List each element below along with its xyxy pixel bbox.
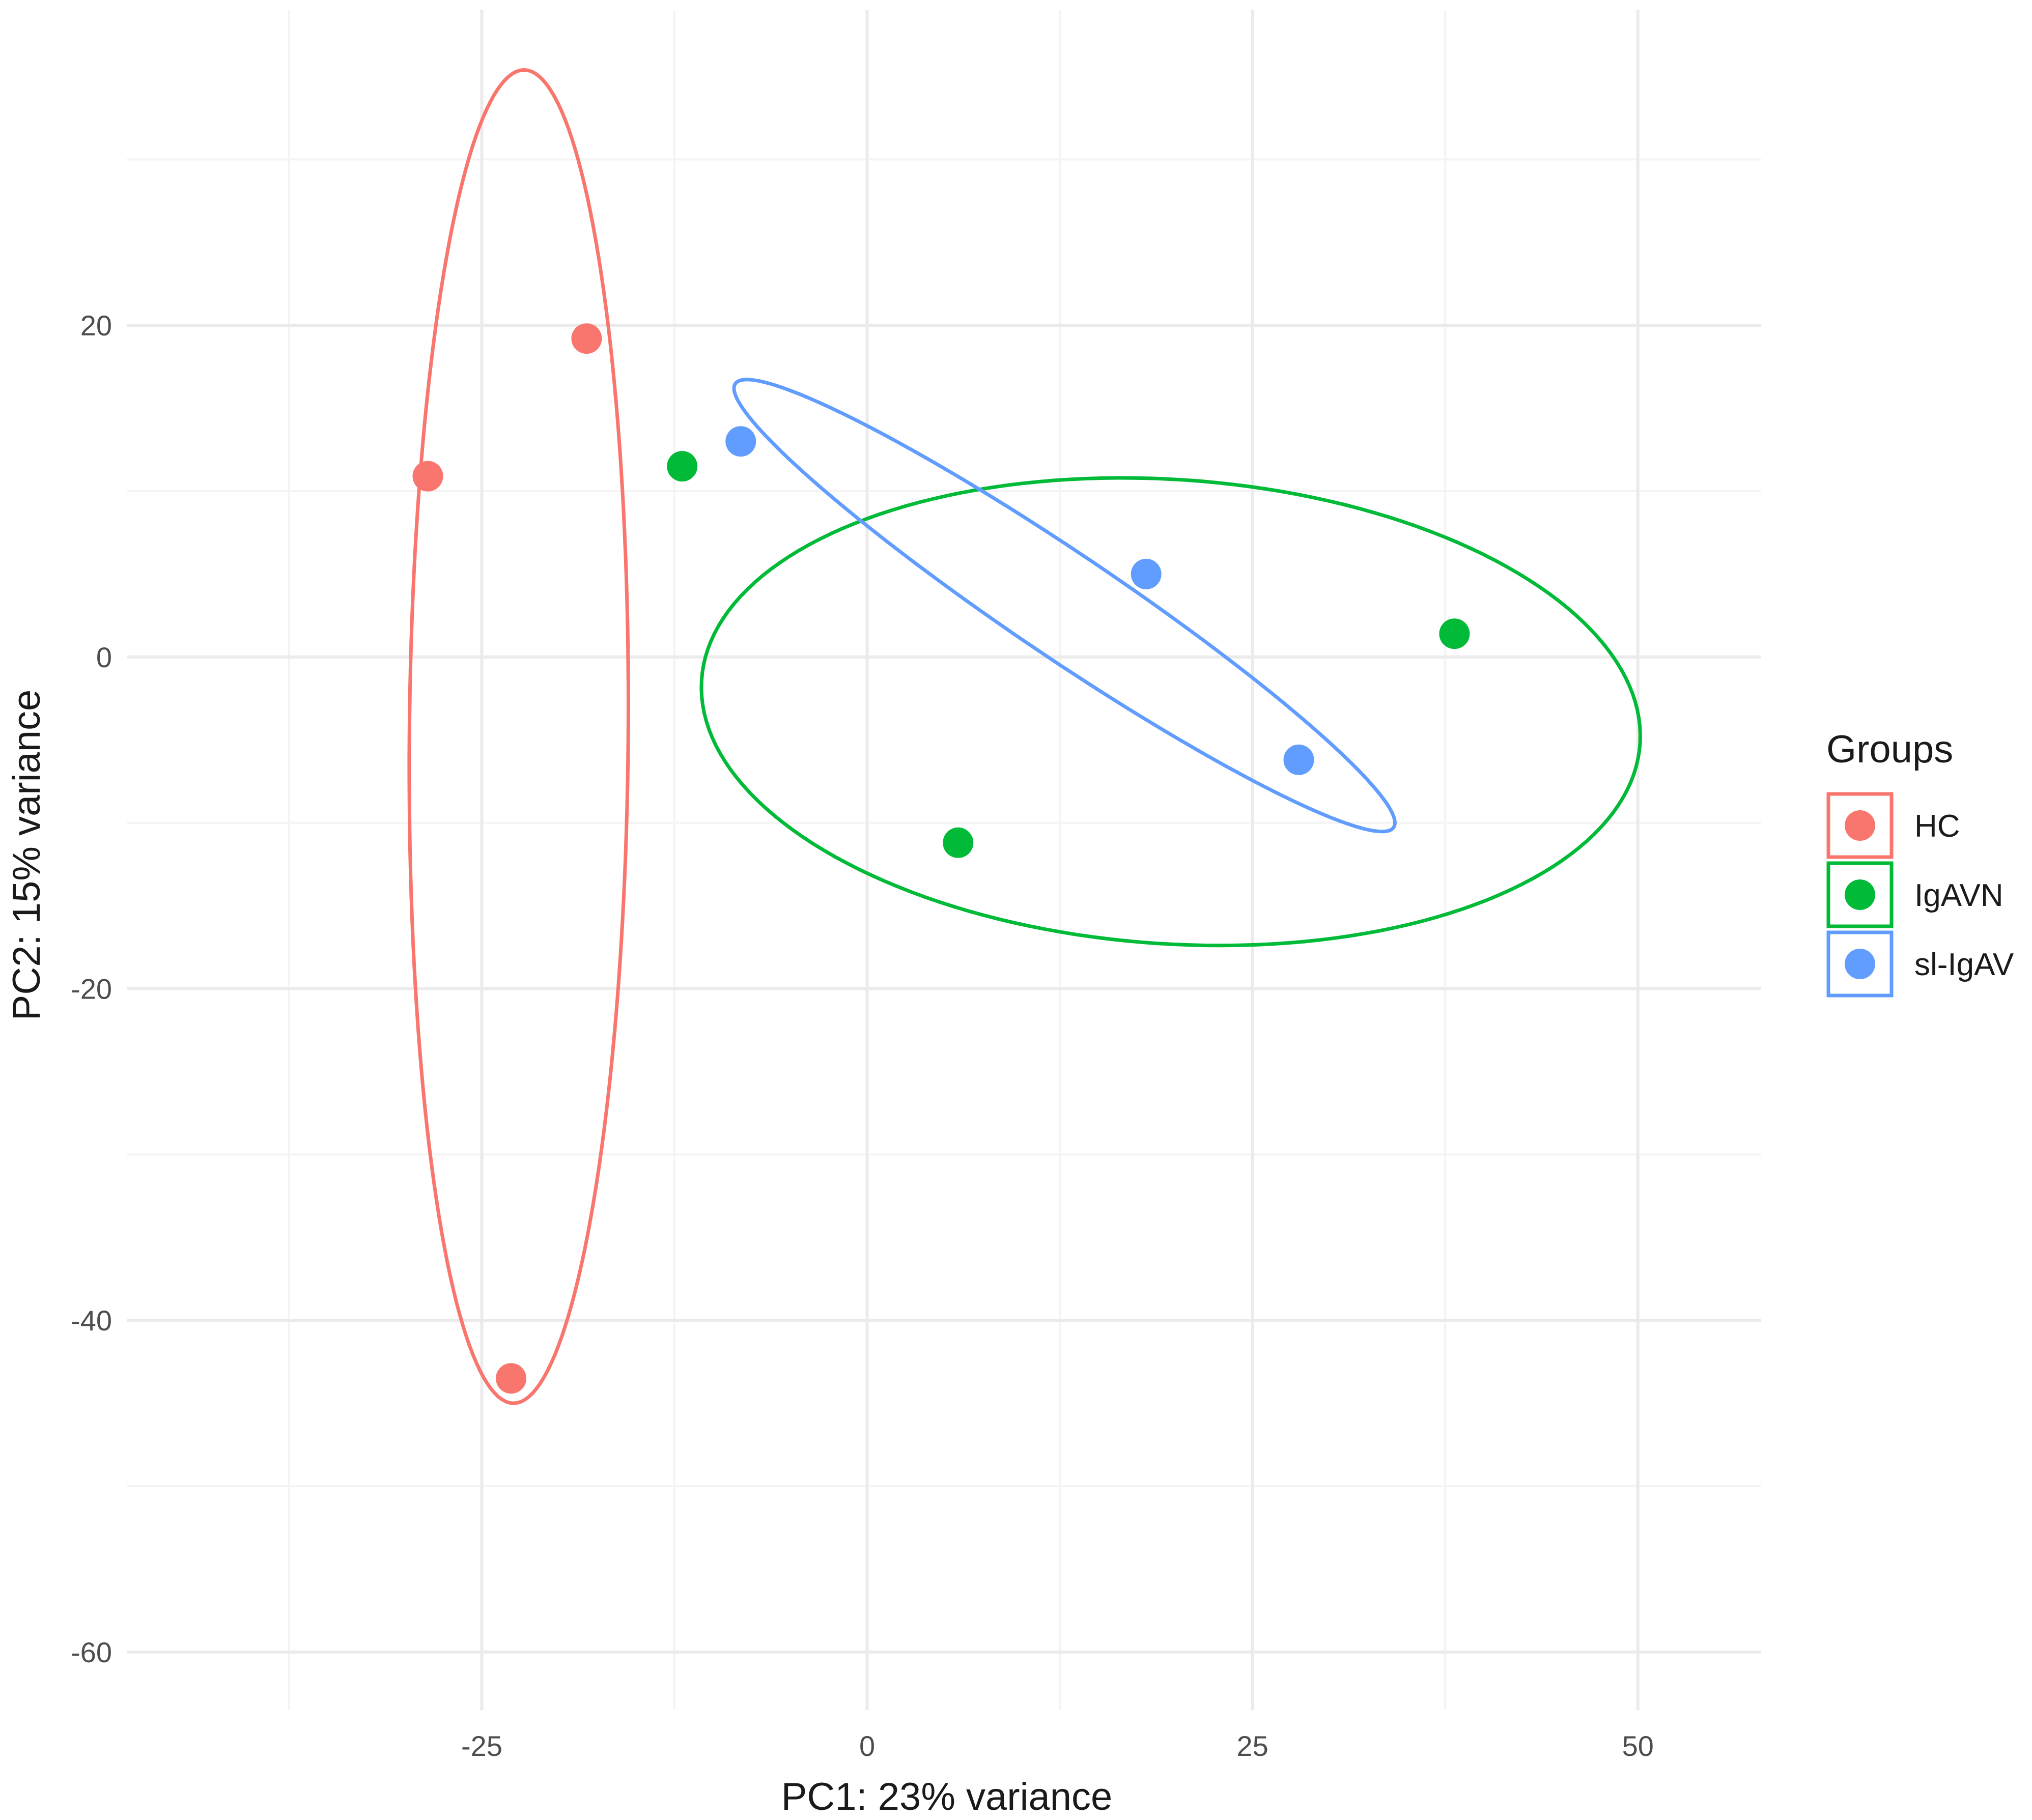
legend-label-hc: HC <box>1914 809 1960 844</box>
grid <box>127 10 1761 1710</box>
y-axis-title: PC2: 15% variance <box>5 690 48 1021</box>
legend-marker-igavn <box>1845 879 1875 910</box>
point-sl-igav <box>1131 558 1162 589</box>
y-tick-label: -40 <box>71 1304 112 1336</box>
legend-item-hc: HC <box>1826 792 1960 859</box>
confidence-ellipses <box>407 68 1642 1405</box>
ellipse-sl-igav <box>732 378 1397 834</box>
ellipse-hc <box>407 68 630 1405</box>
legend-label-sl-igav: sl-IgAV <box>1914 947 2014 982</box>
y-tick-label: 0 <box>96 641 112 673</box>
legend-items: HC IgAVN sl-IgAV <box>1826 792 2014 998</box>
point-igavn <box>1439 618 1470 649</box>
legend: Groups HC IgAVN sl-IgAV <box>1826 728 2014 998</box>
ellipse-igavn <box>699 476 1642 948</box>
point-hc <box>412 461 443 492</box>
legend-label-igavn: IgAVN <box>1914 878 2003 913</box>
legend-title: Groups <box>1826 728 1953 771</box>
point-sl-igav <box>725 426 756 457</box>
legend-marker-hc <box>1845 810 1875 841</box>
point-hc <box>496 1363 527 1394</box>
point-hc <box>571 323 602 354</box>
y-tick-label: -20 <box>71 973 112 1005</box>
x-tick-label: -25 <box>461 1730 502 1762</box>
y-tick-label: 20 <box>80 309 112 342</box>
point-sl-igav <box>1283 744 1314 775</box>
legend-item-sl-igav: sl-IgAV <box>1826 930 2014 998</box>
axis-tick-labels: -25 0 25 50 20 0 -20 -40 -60 <box>71 309 1654 1762</box>
data-points <box>412 323 1470 1394</box>
point-igavn <box>667 451 698 482</box>
x-tick-label: 0 <box>859 1730 875 1762</box>
point-igavn <box>943 827 974 858</box>
x-tick-label: 50 <box>1622 1730 1654 1762</box>
y-tick-label: -60 <box>71 1636 112 1668</box>
legend-item-igavn: IgAVN <box>1826 861 2003 928</box>
legend-marker-sl-igav <box>1845 949 1875 979</box>
x-tick-label: 25 <box>1237 1730 1268 1762</box>
x-axis-title: PC1: 23% variance <box>781 1775 1113 1818</box>
